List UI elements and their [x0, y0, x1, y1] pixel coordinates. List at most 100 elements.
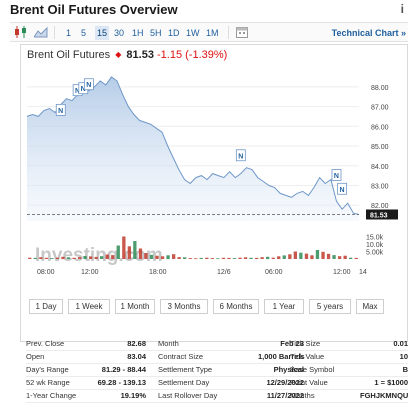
range-buttons: 1 Day 1 Week 1 Month 3 Months 6 Months 1 Year…	[25, 299, 401, 315]
news-marker-label: N	[238, 153, 243, 160]
last-price: 81.53	[126, 49, 154, 61]
range-button-1-month[interactable]: 1 Month	[115, 299, 155, 314]
stats-row: 52 wk Range 69.28 - 139.13 Settlement Day 1…	[26, 377, 408, 390]
volume-bar	[160, 256, 165, 259]
info-icon[interactable]: i	[400, 2, 404, 16]
time-tick-label: 12:00	[81, 269, 99, 276]
volume-bar	[166, 255, 170, 260]
calendar-icon[interactable]	[236, 26, 248, 41]
stat-value: FGHJKMNQUVXZ	[360, 391, 408, 400]
timeframe-5[interactable]: 5	[81, 28, 87, 38]
timeframe-1[interactable]: 1	[66, 28, 72, 38]
volume-bar	[149, 254, 154, 259]
timeframe-1d[interactable]: 1D	[168, 28, 180, 38]
volume-tick-label: 10.0k	[366, 242, 384, 249]
volume-bar	[343, 255, 347, 259]
price-tick-label: 82.00	[371, 203, 389, 210]
price-tick-label: 83.00	[371, 183, 389, 190]
area-chart-icon[interactable]	[33, 26, 48, 41]
last-price-label: 81.53	[370, 212, 388, 219]
volume-bar	[28, 257, 32, 259]
volume-bar	[50, 258, 54, 259]
chart-toolbar: 1 5 15 30 1H 5H 1D 1W 1M Technical Chart…	[10, 22, 408, 42]
stat-value: 11/27/2022	[266, 391, 304, 400]
timeframe-1m[interactable]: 1M	[206, 28, 219, 38]
volume-bar	[277, 256, 281, 259]
volume-bar	[288, 254, 292, 259]
investing-watermark: Investing.com	[35, 245, 163, 266]
volume-bar	[238, 257, 242, 259]
technical-chart-link[interactable]: Technical Chart »	[331, 28, 406, 38]
timeframe-1w[interactable]: 1W	[186, 28, 200, 38]
news-marker-label: N	[75, 88, 80, 95]
timeframe-1h[interactable]: 1H	[132, 28, 144, 38]
stat-label: Point Value	[290, 378, 328, 387]
stats-row: Open 83.04 Contract Size 1,000 Barrels Tick …	[26, 351, 408, 364]
price-tick-label: 88.00	[371, 85, 389, 92]
volume-bar	[326, 253, 331, 260]
volume-bar	[266, 256, 270, 260]
stat-value: 19.19%	[120, 391, 146, 400]
price-tick-label: 87.00	[371, 105, 389, 112]
timeframe-15[interactable]: 15	[95, 26, 110, 40]
toolbar-separator	[228, 26, 229, 39]
range-button-1-year[interactable]: 1 Year	[264, 299, 304, 314]
volume-bar	[249, 257, 253, 259]
volume-bar	[310, 255, 314, 260]
news-marker-label: N	[58, 108, 63, 115]
volume-bar	[66, 257, 71, 259]
stat-value: 10	[399, 352, 408, 361]
volume-bar	[61, 256, 65, 260]
candlestick-icon[interactable]	[14, 26, 28, 41]
volume-bar	[183, 257, 187, 259]
live-dot-icon: ◆	[115, 50, 122, 59]
volume-bar	[199, 257, 203, 259]
stat-value: 69.28 - 139.13	[97, 378, 146, 387]
news-marker	[83, 78, 94, 91]
stat-value: Feb 23	[280, 339, 304, 348]
stat-value: 0.01	[393, 339, 408, 348]
timeframe-30[interactable]: 30	[114, 28, 125, 38]
stat-value: 83.04	[127, 352, 146, 361]
volume-bar	[232, 258, 237, 259]
volume-bar	[315, 250, 320, 259]
stat-label: Settlement Type	[158, 365, 213, 374]
volume-bar	[100, 256, 104, 259]
volume-bar	[188, 258, 192, 259]
volume-bar	[77, 257, 82, 259]
volume-bar	[338, 256, 342, 259]
stat-value: 1,000 Barrels	[258, 352, 305, 361]
volume-bar	[227, 257, 231, 259]
range-button-1-week[interactable]: 1 Week	[68, 299, 110, 314]
stat-value: 12/29/2022	[266, 378, 304, 387]
volume-bar	[177, 257, 181, 259]
news-marker	[337, 182, 348, 195]
price-tick-label: 84.00	[371, 164, 389, 171]
volume-bar	[33, 257, 37, 259]
price-volume-chart[interactable]: 88.00 87.00 86.00 85.00 84.00 83.00 82.00 81.53…	[21, 45, 408, 295]
stat-label: 52 wk Range	[26, 378, 70, 387]
volume-tick-label: 15.0k	[366, 235, 384, 242]
time-tick-label: 12/6	[217, 269, 231, 276]
time-tick-label: 08:00	[37, 269, 55, 276]
stats-row: 1-Year Change 19.19% Last Rollover Day 11/2…	[26, 390, 408, 403]
range-button-max[interactable]: Max	[356, 299, 384, 314]
range-button-3-months[interactable]: 3 Months	[160, 299, 208, 314]
price-change: -1.15 (-1.39%)	[157, 49, 228, 61]
last-price-badge	[366, 209, 398, 220]
volume-bar	[255, 257, 259, 259]
volume-bar	[354, 257, 358, 259]
range-button-1-day[interactable]: 1 Day	[29, 299, 63, 314]
volume-bar	[83, 256, 87, 259]
volume-bar	[105, 254, 109, 259]
timeframe-5h[interactable]: 5H	[150, 28, 162, 38]
volume-bar	[155, 255, 159, 259]
stat-label: Contract Size	[158, 352, 204, 361]
range-button-5-years[interactable]: 5 years	[309, 299, 351, 314]
stat-label: 1-Year Change	[26, 391, 77, 400]
stat-label: Prev. Close	[26, 339, 65, 348]
volume-bar	[260, 257, 264, 259]
range-button-6-months[interactable]: 6 Months	[213, 299, 259, 314]
stats-row-divider	[26, 388, 408, 390]
time-tick-label: 12:00	[333, 269, 351, 276]
